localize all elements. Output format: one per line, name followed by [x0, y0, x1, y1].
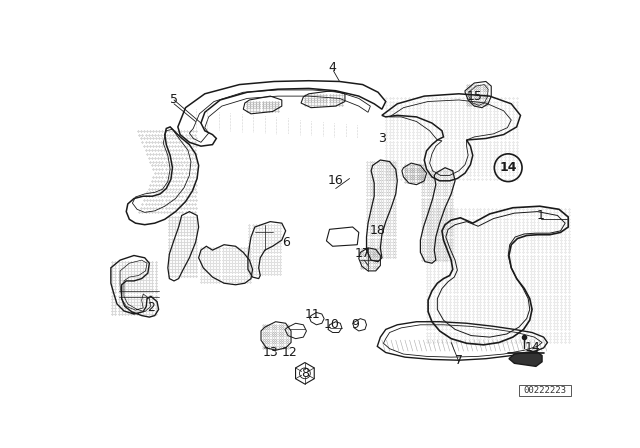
- Text: 5: 5: [170, 94, 178, 107]
- Text: 17: 17: [355, 247, 371, 260]
- Text: 4: 4: [328, 61, 336, 74]
- Text: 11: 11: [305, 307, 321, 320]
- Text: 9: 9: [351, 318, 359, 332]
- Text: 13: 13: [262, 346, 278, 359]
- Text: 18: 18: [370, 224, 386, 237]
- Text: 15: 15: [467, 90, 482, 103]
- Text: 14: 14: [524, 341, 540, 354]
- Text: 12: 12: [282, 346, 298, 359]
- Text: 2: 2: [147, 302, 155, 314]
- Bar: [519, 385, 572, 396]
- Text: 00222223: 00222223: [524, 386, 566, 395]
- Text: 6: 6: [282, 236, 289, 249]
- Text: 16: 16: [328, 174, 344, 187]
- Text: 14: 14: [499, 161, 517, 174]
- Text: 8: 8: [301, 367, 309, 380]
- Polygon shape: [509, 351, 542, 366]
- Text: 7: 7: [455, 354, 463, 367]
- Text: 1: 1: [536, 209, 545, 222]
- Text: 10: 10: [324, 318, 340, 332]
- Text: 3: 3: [378, 132, 386, 145]
